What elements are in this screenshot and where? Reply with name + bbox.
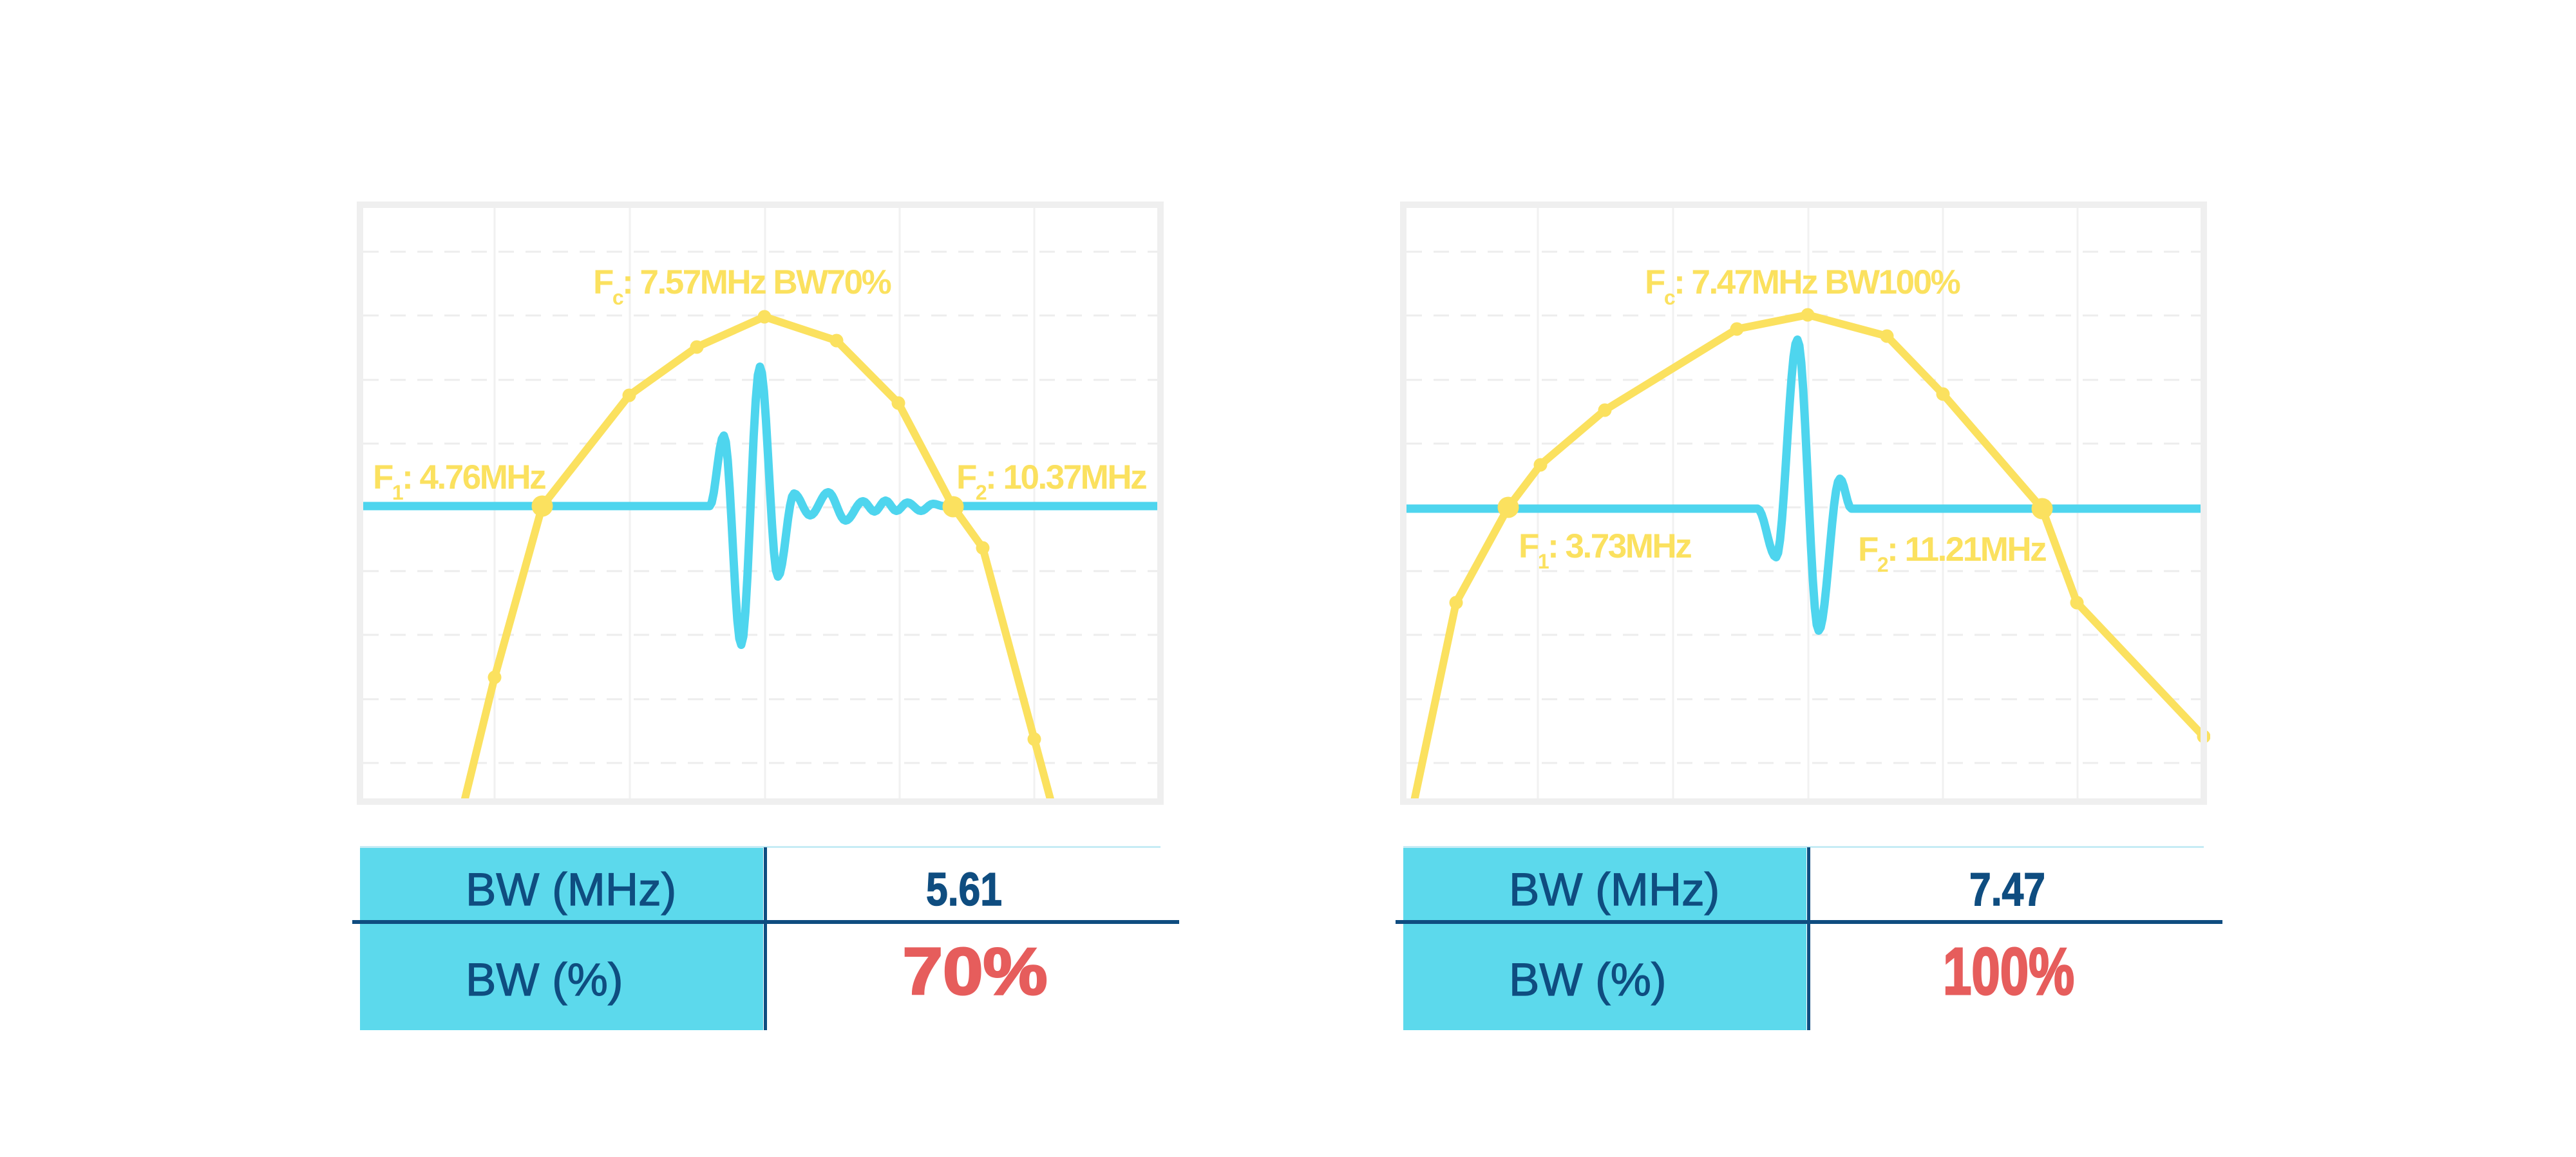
svg-text:100%: 100%: [1943, 934, 2074, 1008]
svg-text:F2: 11.21MHz: F2: 11.21MHz: [1858, 531, 2046, 576]
svg-text:BW (MHz): BW (MHz): [1509, 865, 1719, 916]
svg-text:70%: 70%: [903, 934, 1048, 1008]
svg-text:BW (MHz): BW (MHz): [466, 865, 676, 916]
svg-text:5.61: 5.61: [926, 864, 1002, 916]
svg-text:BW (%): BW (%): [1509, 955, 1667, 1006]
svg-text:7.47: 7.47: [1969, 864, 2045, 916]
svg-text:BW (%): BW (%): [466, 955, 623, 1006]
